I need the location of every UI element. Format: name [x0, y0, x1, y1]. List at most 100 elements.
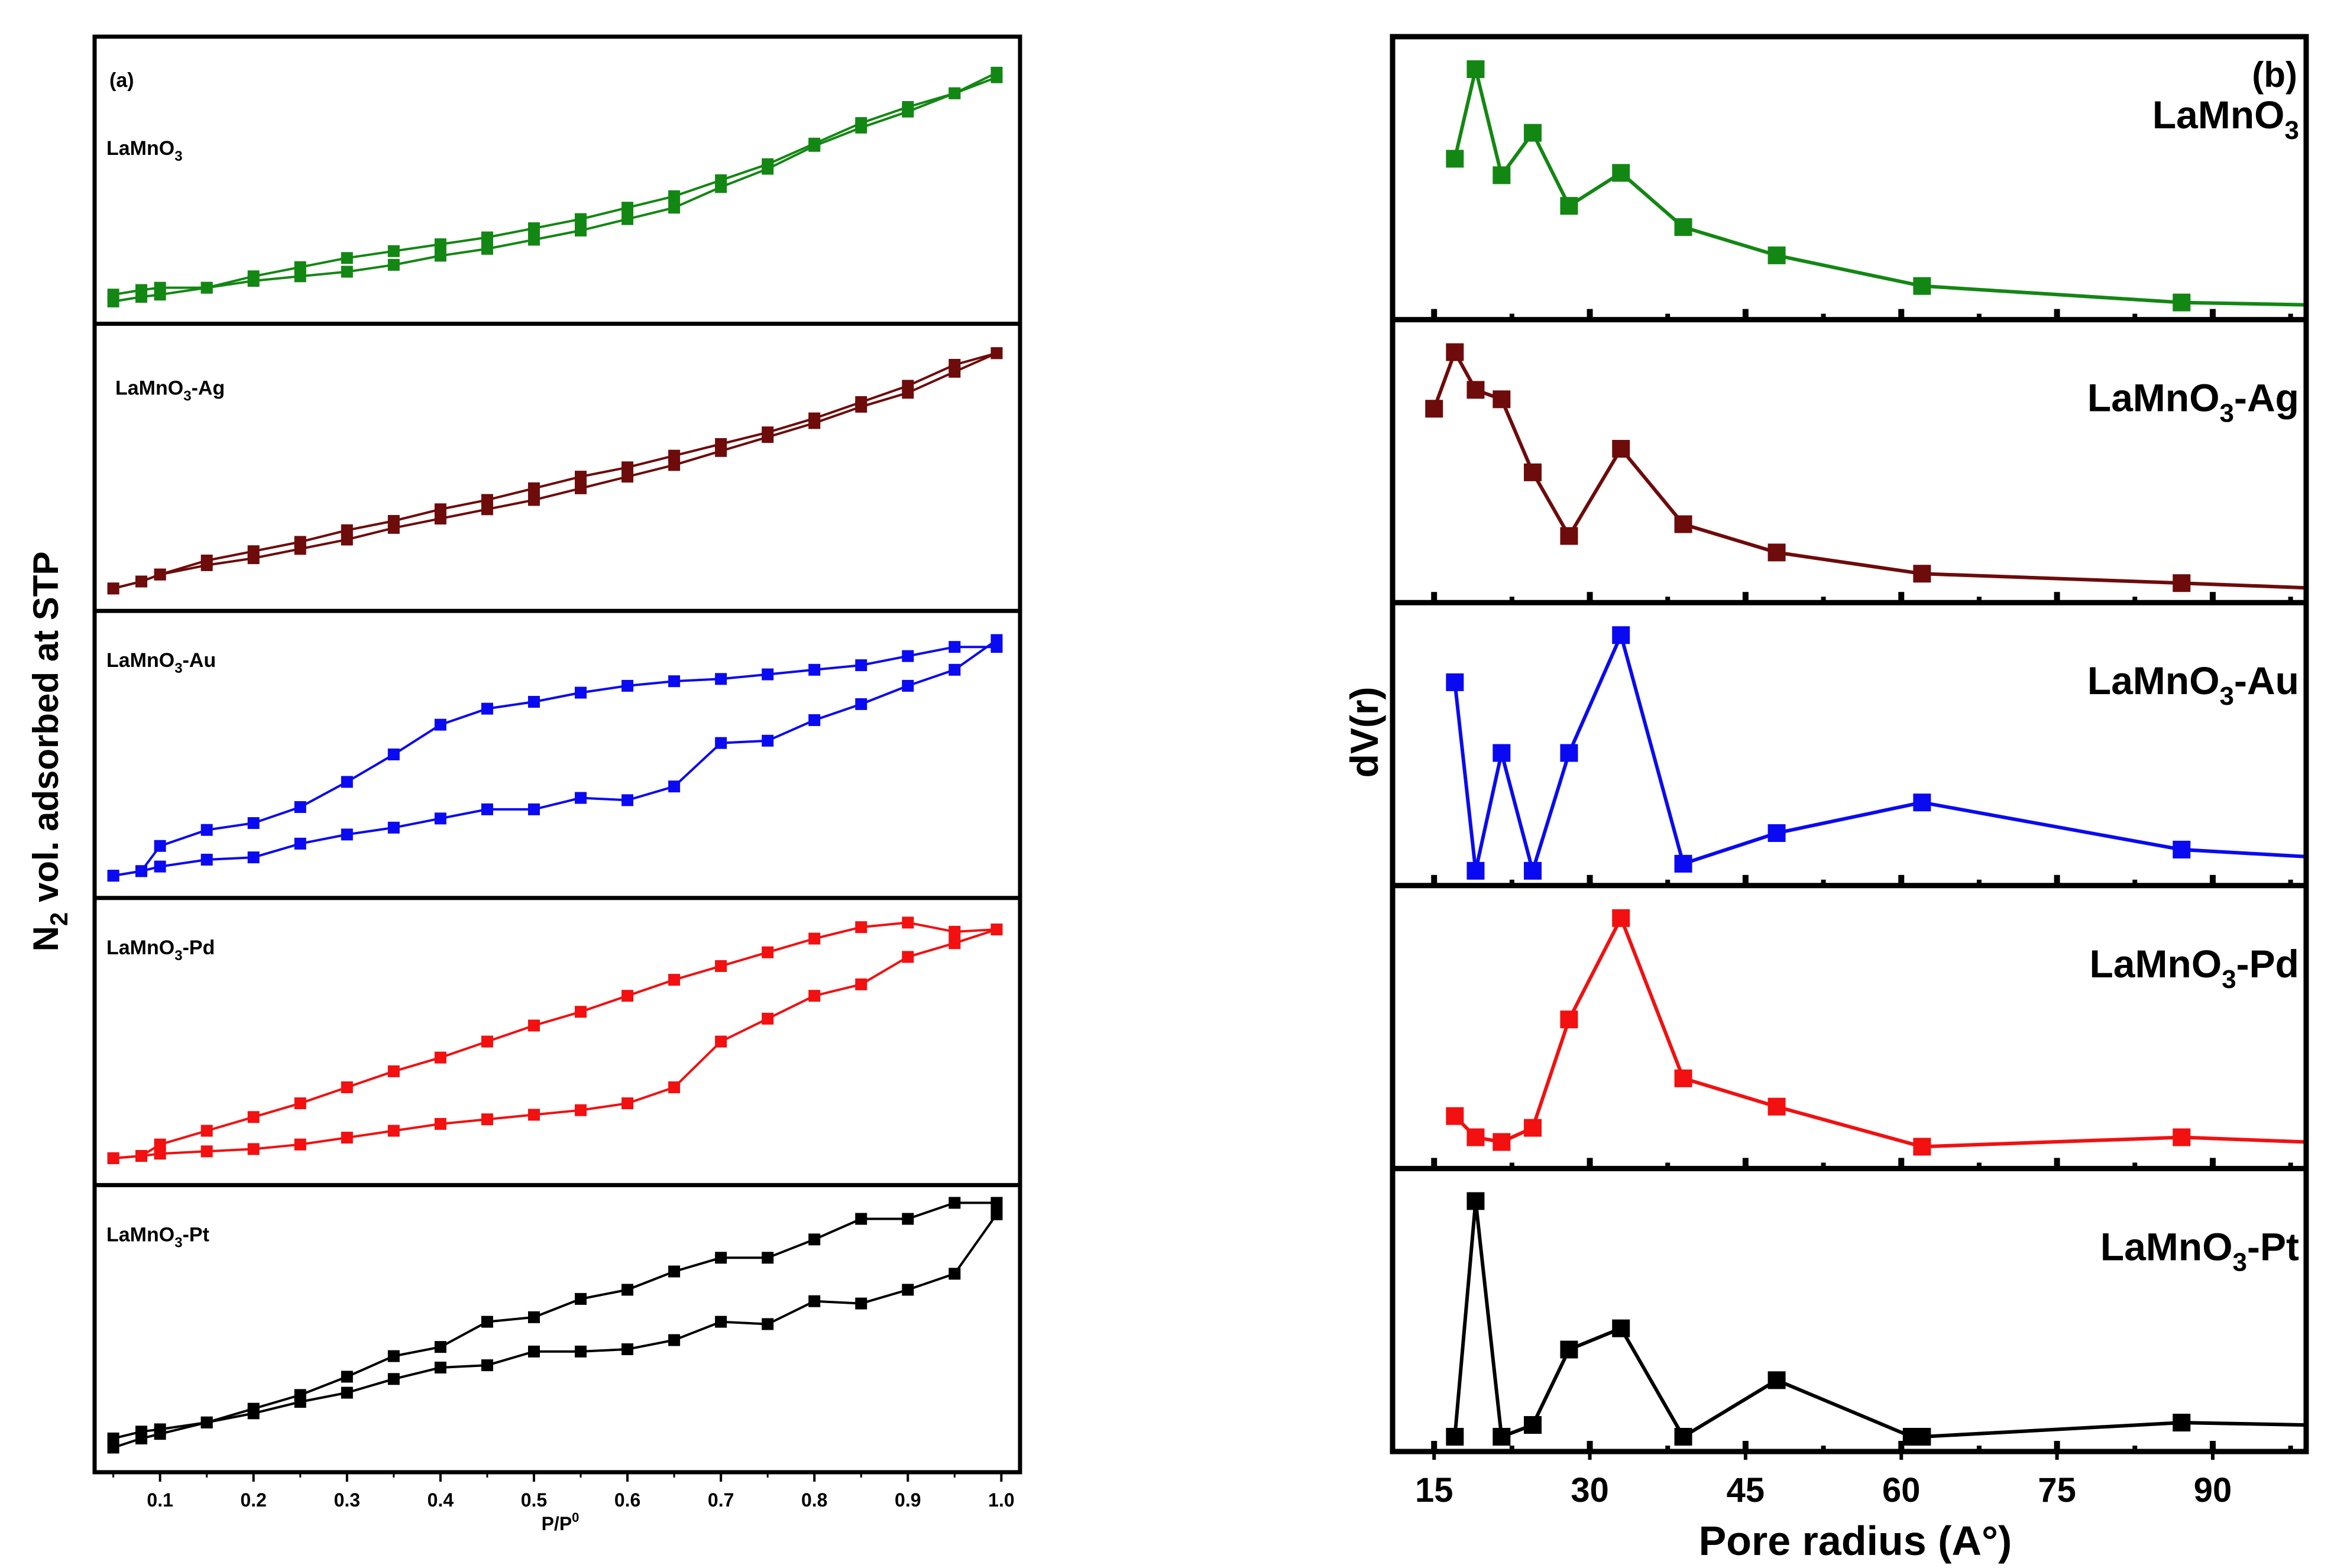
- data-point: [294, 1097, 306, 1110]
- data-point: [434, 1117, 446, 1130]
- data-point: [1466, 861, 1485, 880]
- data-point: [527, 494, 540, 506]
- axes-frame: [1390, 34, 2309, 1454]
- data-point: [715, 438, 727, 450]
- data-point: [668, 1334, 681, 1346]
- axes-frame: [92, 34, 1022, 1475]
- data-point: [1524, 1416, 1542, 1434]
- series-line-desorption: [113, 352, 998, 590]
- psd-panel-4: LaMnO3-Pt: [1393, 1165, 2307, 1452]
- data-point: [200, 1416, 213, 1428]
- data-point: [855, 396, 867, 409]
- data-point: [527, 696, 540, 708]
- x-tick-label: 1.0: [988, 1489, 1014, 1511]
- isotherm-chart: LaMnO3 LaMnO3-Ag LaMnO3-Au LaMnO3-Pd LaMnO3-…: [26, 34, 1022, 1534]
- data-point: [2173, 1128, 2191, 1146]
- series-line-desorption: [113, 646, 997, 877]
- data-point: [434, 503, 446, 516]
- data-point: [1560, 1340, 1578, 1359]
- data-point: [948, 1197, 961, 1209]
- data-point: [200, 1145, 213, 1158]
- data-point: [527, 1019, 540, 1032]
- data-point: [341, 776, 353, 788]
- data-point: [668, 675, 681, 688]
- data-point: [948, 359, 961, 371]
- data-point: [575, 224, 587, 237]
- data-point: [527, 1311, 540, 1323]
- data-point: [1446, 343, 1464, 361]
- data-point: [154, 281, 166, 294]
- isotherm-panel-3: LaMnO3-Pd: [95, 896, 1020, 1164]
- data-point: [1466, 1192, 1485, 1210]
- data-point: [808, 1233, 821, 1246]
- data-point: [990, 347, 1003, 359]
- data-point: [902, 679, 914, 692]
- data-point: [990, 924, 1003, 936]
- series-line-desorption: [113, 76, 998, 296]
- data-point: [341, 828, 353, 841]
- psd-panel-1: LaMnO3-Ag: [1393, 317, 2307, 603]
- x-tick-label: 0.8: [801, 1489, 827, 1511]
- data-point: [1674, 1069, 1692, 1087]
- data-point: [434, 1051, 446, 1064]
- series-line: [1453, 1201, 2307, 1440]
- data-point: [990, 1208, 1003, 1220]
- x-tick-label: 0.1: [147, 1489, 173, 1511]
- x-axis-label: P/P0: [542, 1510, 579, 1534]
- data-point: [294, 261, 306, 273]
- data-point: [855, 1297, 867, 1310]
- data-point: [621, 679, 634, 692]
- data-point: [527, 1109, 540, 1121]
- data-point: [762, 1012, 774, 1025]
- data-point: [808, 663, 821, 676]
- data-point: [294, 536, 306, 548]
- data-point: [575, 792, 587, 804]
- data-point: [387, 515, 400, 527]
- data-point: [200, 281, 213, 294]
- data-point: [808, 1295, 821, 1307]
- data-point: [387, 1373, 400, 1385]
- data-point: [2173, 840, 2191, 858]
- data-point: [1524, 1119, 1542, 1137]
- data-point: [294, 837, 306, 850]
- series-label: LaMnO3-Pd: [106, 937, 215, 964]
- psd-panel-2: LaMnO3-Au: [1393, 600, 2307, 886]
- data-point: [481, 242, 493, 255]
- data-point: [1524, 463, 1542, 481]
- data-point: [527, 234, 540, 246]
- data-point: [294, 801, 306, 813]
- data-point: [575, 686, 587, 699]
- data-point: [294, 1389, 306, 1401]
- data-point: [154, 568, 166, 581]
- series-line-adsorption: [113, 639, 998, 877]
- data-point: [902, 916, 914, 929]
- data-point: [621, 213, 634, 225]
- data-point: [387, 1125, 400, 1137]
- data-point: [1674, 218, 1692, 237]
- x-tick-label: 0.3: [334, 1489, 360, 1511]
- data-point: [481, 803, 493, 815]
- data-point: [668, 190, 681, 202]
- data-point: [135, 284, 148, 296]
- data-point: [902, 1284, 914, 1296]
- data-point: [575, 1006, 587, 1018]
- data-point: [1913, 277, 1931, 295]
- psd-panel-0: LaMnO3: [1431, 60, 2307, 320]
- data-point: [481, 1035, 493, 1048]
- data-point: [575, 482, 587, 494]
- x-tick-label: 45: [1727, 1471, 1765, 1509]
- pore-distribution-chart: LaMnO3 LaMnO3-Ag LaMnO3-Au LaMnO3-Pd LaMnO3-…: [1342, 34, 2309, 1564]
- data-point: [247, 817, 260, 830]
- data-point: [200, 555, 213, 567]
- series-line-adsorption: [113, 928, 998, 1159]
- data-point: [762, 946, 774, 958]
- data-point: [387, 258, 400, 271]
- data-point: [621, 202, 634, 214]
- isotherm-panel-2: LaMnO3-Au: [95, 608, 1020, 882]
- data-point: [902, 380, 914, 392]
- data-point: [341, 1132, 353, 1144]
- data-point: [200, 853, 213, 866]
- data-point: [1446, 673, 1464, 691]
- data-point: [434, 812, 446, 825]
